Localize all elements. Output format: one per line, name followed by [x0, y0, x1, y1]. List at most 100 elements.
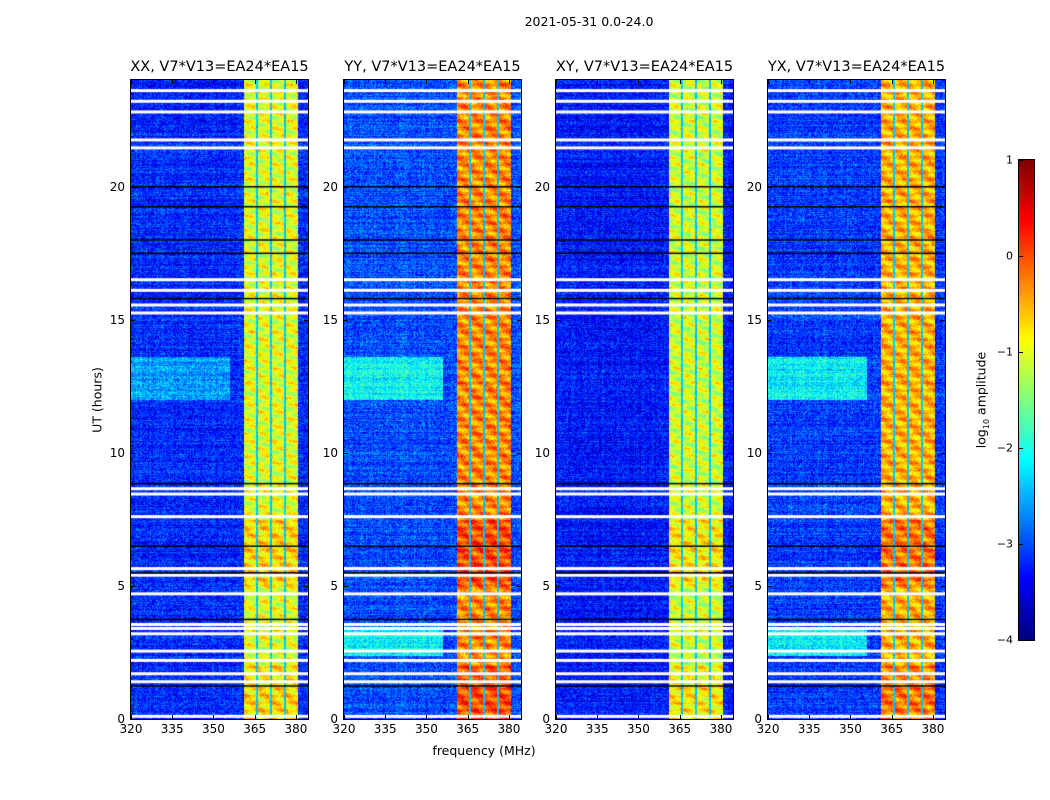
y-tick-label: 10 — [322, 445, 338, 460]
x-tick-label: 365 — [456, 722, 480, 736]
x-tick-label: 350 — [202, 722, 225, 736]
heatmap-cells — [344, 80, 521, 719]
x-tick-mark — [254, 80, 256, 84]
y-tick-label: 20 — [746, 179, 762, 194]
x-tick-mark — [295, 80, 297, 84]
y-tick-mark — [304, 319, 308, 321]
y-tick-mark — [556, 452, 560, 454]
x-tick-label: 320 — [544, 722, 568, 736]
x-tick-label: 335 — [160, 722, 184, 736]
x-tick-mark — [426, 715, 428, 719]
y-tick-label: 0 — [754, 712, 762, 726]
x-tick-mark — [385, 715, 387, 719]
y-tick-mark — [304, 452, 308, 454]
spectrogram-panel — [555, 79, 734, 720]
x-tick-mark — [679, 80, 681, 84]
spectrogram-panel — [767, 79, 946, 720]
y-tick-mark — [768, 186, 772, 188]
x-tick-label: 320 — [756, 722, 780, 736]
x-tick-label: 335 — [373, 722, 397, 736]
y-tick-label: 5 — [117, 578, 125, 593]
x-tick-label: 380 — [921, 722, 945, 736]
y-tick-label: 5 — [754, 578, 762, 593]
x-tick-mark — [131, 715, 132, 719]
x-tick-mark — [932, 715, 934, 719]
x-tick-mark — [385, 80, 387, 84]
x-tick-mark — [254, 715, 256, 719]
colorbar-gradient — [1019, 160, 1034, 640]
colorbar-tick-mark — [1019, 352, 1023, 353]
y-tick-label: 0 — [330, 712, 338, 726]
colorbar-tick-label: −3 — [996, 537, 1013, 551]
x-tick-mark — [638, 715, 640, 719]
y-tick-mark — [768, 719, 772, 720]
y-tick-mark — [941, 452, 945, 454]
y-tick-mark — [344, 319, 348, 321]
panel-title: YY, V7*V13=EA24*EA15 — [344, 59, 521, 75]
x-tick-mark — [467, 715, 469, 719]
y-tick-mark — [941, 585, 945, 587]
x-tick-mark — [932, 80, 934, 84]
x-tick-mark — [131, 80, 132, 84]
colorbar-label: log10 amplitude — [973, 352, 991, 448]
x-tick-mark — [467, 80, 469, 84]
x-tick-mark — [426, 80, 428, 84]
x-tick-mark — [508, 715, 510, 719]
figure-title: 2021-05-31 0.0-24.0 — [524, 14, 654, 29]
y-tick-mark — [131, 585, 135, 587]
x-tick-mark — [679, 715, 681, 719]
x-tick-label: 350 — [415, 722, 438, 736]
colorbar-tick-label: −1 — [996, 345, 1013, 359]
colorbar-tick-label: 1 — [1006, 153, 1013, 167]
colorbar-tick-mark — [1019, 256, 1023, 257]
colorbar-tick-label: 0 — [1006, 249, 1013, 263]
x-tick-mark — [720, 715, 722, 719]
y-tick-label: 10 — [534, 445, 550, 460]
y-tick-mark — [729, 186, 733, 188]
y-tick-mark — [131, 319, 135, 321]
x-tick-mark — [597, 80, 599, 84]
y-tick-label: 15 — [746, 312, 762, 327]
x-tick-mark — [638, 80, 640, 84]
y-tick-mark — [344, 452, 348, 454]
y-tick-mark — [344, 585, 348, 587]
y-tick-mark — [556, 719, 560, 720]
y-tick-mark — [729, 319, 733, 321]
x-tick-label: 320 — [332, 722, 356, 736]
y-tick-mark — [941, 719, 945, 720]
heatmap-cells — [768, 80, 945, 719]
y-axis-label: UT (hours) — [89, 367, 105, 433]
x-tick-label: 380 — [284, 722, 308, 736]
y-tick-label: 15 — [109, 312, 125, 327]
y-tick-mark — [556, 319, 560, 321]
colorbar-tick-mark — [1019, 640, 1023, 641]
y-tick-label: 10 — [109, 445, 125, 460]
y-tick-label: 15 — [534, 312, 550, 327]
colorbar — [1018, 159, 1035, 641]
x-axis-label: frequency (MHz) — [432, 743, 536, 758]
heatmap-cells — [131, 80, 308, 719]
y-tick-mark — [131, 186, 135, 188]
spectrogram-panel — [343, 79, 522, 720]
panel-title: XX, V7*V13=EA24*EA15 — [130, 59, 309, 75]
y-tick-mark — [517, 452, 521, 454]
x-tick-mark — [508, 80, 510, 84]
y-tick-label: 15 — [322, 312, 338, 327]
colorbar-tick-label: −2 — [996, 441, 1013, 455]
x-tick-mark — [720, 80, 722, 84]
colorbar-tick-label: −4 — [996, 633, 1013, 647]
y-tick-mark — [517, 719, 521, 720]
y-tick-mark — [304, 186, 308, 188]
y-tick-label: 10 — [746, 445, 762, 460]
x-tick-mark — [213, 80, 215, 84]
y-tick-mark — [556, 186, 560, 188]
colorbar-tick-mark — [1019, 448, 1023, 449]
y-tick-mark — [304, 585, 308, 587]
y-tick-mark — [768, 585, 772, 587]
y-tick-mark — [344, 719, 348, 720]
x-tick-label: 380 — [709, 722, 733, 736]
y-tick-label: 0 — [117, 712, 125, 726]
x-tick-mark — [556, 715, 557, 719]
x-tick-mark — [809, 80, 811, 84]
x-tick-mark — [768, 80, 769, 84]
